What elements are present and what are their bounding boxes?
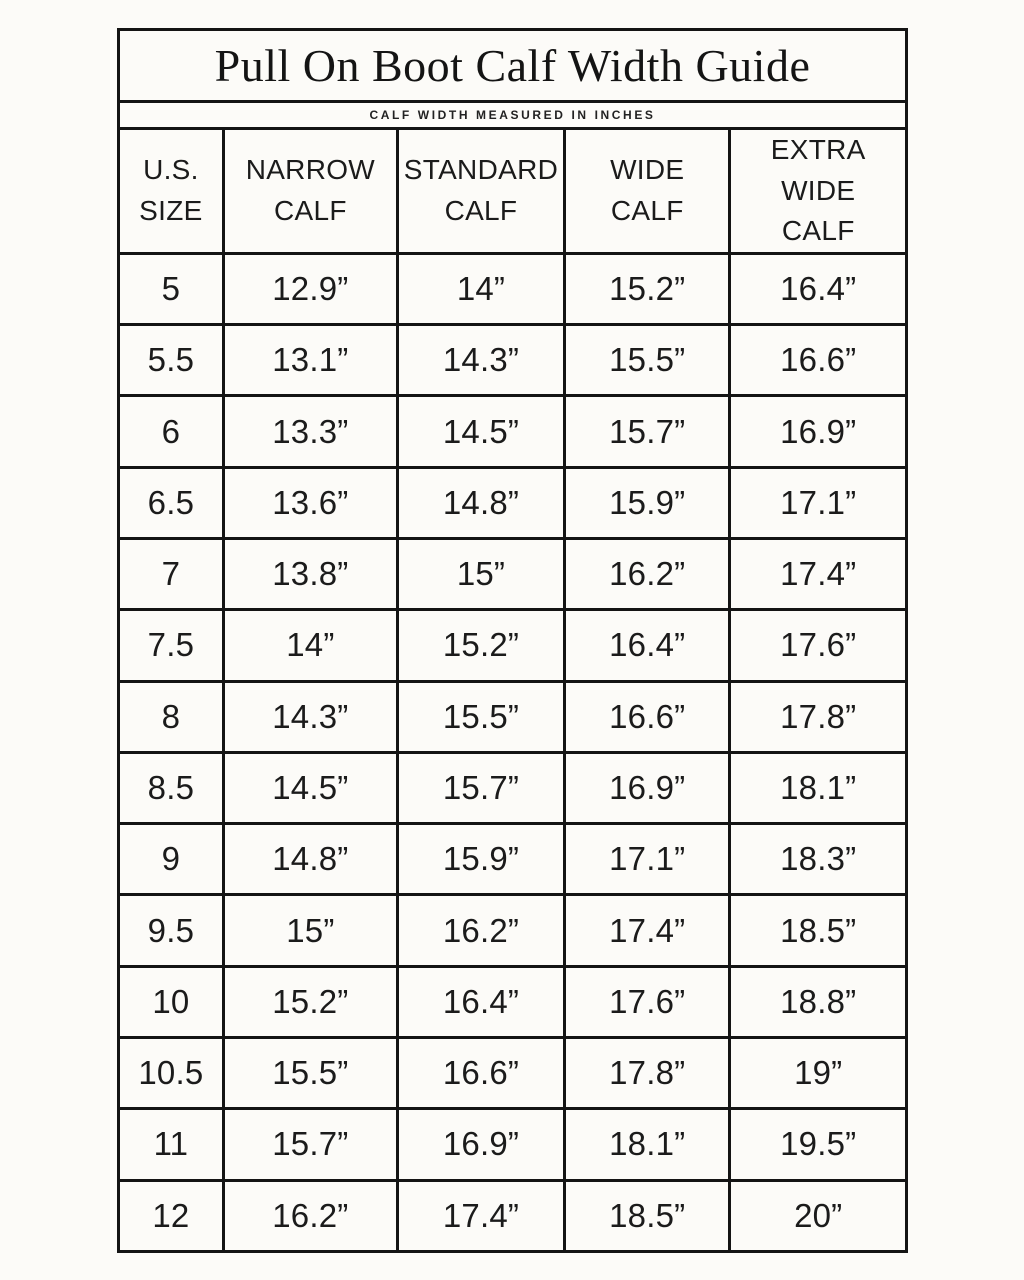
us-size-cell: 9.5 [117,893,225,968]
calf-width-cell: 13.8” [221,536,399,612]
us-size-cell: 5.5 [117,323,225,398]
calf-width-cell: 18.8” [728,964,908,1040]
calf-width-cell: 13.6” [221,465,399,540]
table-row: 9.5 15” 16.2” 17.4” 18.5” [117,893,908,968]
calf-width-cell: 18.3” [728,822,908,897]
calf-width-cell: 15.2” [395,608,566,683]
calf-width-cell: 15.2” [221,964,399,1040]
calf-width-cell: 15.7” [395,750,566,826]
calf-width-cell: 16.4” [562,608,732,683]
calf-width-cell: 17.6” [562,964,732,1040]
calf-width-cell: 19” [728,1036,908,1111]
table-body: 5 12.9” 14” 15.2” 16.4” 5.5 13.1” 14.3” 15.5” 16.… [117,251,908,1254]
column-header-us-size: U.S. SIZE [117,127,225,255]
us-size-cell: 7.5 [117,608,225,683]
table-row: 8.5 14.5” 15.7” 16.9” 18.1” [117,750,908,826]
calf-width-cell: 16.6” [395,1036,566,1111]
calf-width-cell: 14.5” [395,394,566,469]
calf-width-cell: 20” [728,1178,908,1254]
us-size-cell: 5 [117,251,225,327]
calf-width-cell: 17.4” [562,893,732,968]
calf-width-cell: 15.7” [221,1107,399,1182]
us-size-cell: 10 [117,964,225,1040]
calf-width-cell: 14” [221,608,399,683]
us-size-cell: 10.5 [117,1036,225,1111]
us-size-cell: 9 [117,822,225,897]
us-size-cell: 7 [117,536,225,612]
calf-width-cell: 16.9” [395,1107,566,1182]
us-size-cell: 8 [117,679,225,754]
calf-width-cell: 16.4” [395,964,566,1040]
calf-width-cell: 14.8” [221,822,399,897]
calf-width-cell: 17.8” [562,1036,732,1111]
calf-width-cell: 15.9” [562,465,732,540]
subtitle-row: CALF WIDTH MEASURED IN INCHES [117,100,908,130]
us-size-cell: 6 [117,394,225,469]
calf-width-cell: 16.9” [562,750,732,826]
table-row: 12 16.2” 17.4” 18.5” 20” [117,1178,908,1254]
calf-width-cell: 14.3” [221,679,399,754]
calf-width-cell: 15.5” [562,323,732,398]
calf-width-cell: 16.2” [562,536,732,612]
table-row: 6.5 13.6” 14.8” 15.9” 17.1” [117,465,908,540]
calf-width-cell: 14.5” [221,750,399,826]
us-size-cell: 8.5 [117,750,225,826]
calf-width-cell: 17.1” [728,465,908,540]
calf-width-cell: 18.5” [562,1178,732,1254]
calf-width-cell: 14.8” [395,465,566,540]
table-row: 10.5 15.5” 16.6” 17.8” 19” [117,1036,908,1111]
table-row: 11 15.7” 16.9” 18.1” 19.5” [117,1107,908,1182]
calf-width-cell: 19.5” [728,1107,908,1182]
calf-width-cell: 12.9” [221,251,399,327]
column-header-extra-wide-calf: EXTRA WIDE CALF [728,127,908,255]
table-row: 5.5 13.1” 14.3” 15.5” 16.6” [117,323,908,398]
calf-width-cell: 17.6” [728,608,908,683]
us-size-cell: 6.5 [117,465,225,540]
calf-width-cell: 15.9” [395,822,566,897]
table-row: 7 13.8” 15” 16.2” 17.4” [117,536,908,612]
calf-width-cell: 15.2” [562,251,732,327]
calf-width-cell: 15.5” [221,1036,399,1111]
page-title: Pull On Boot Calf Width Guide [117,28,908,103]
calf-width-cell: 13.1” [221,323,399,398]
table-row: 8 14.3” 15.5” 16.6” 17.8” [117,679,908,754]
column-header-narrow-calf: NARROW CALF [221,127,399,255]
column-header-standard-calf: STANDARD CALF [395,127,566,255]
table-header-row: U.S. SIZE NARROW CALF STANDARD CALF WIDE… [117,127,908,255]
table-row: 5 12.9” 14” 15.2” 16.4” [117,251,908,327]
calf-width-cell: 15.5” [395,679,566,754]
calf-width-cell: 15” [395,536,566,612]
calf-width-cell: 16.6” [562,679,732,754]
calf-width-cell: 16.4” [728,251,908,327]
calf-width-cell: 15” [221,893,399,968]
table-row: 10 15.2” 16.4” 17.6” 18.8” [117,964,908,1040]
calf-width-cell: 14” [395,251,566,327]
calf-width-cell: 18.5” [728,893,908,968]
table-row: 9 14.8” 15.9” 17.1” 18.3” [117,822,908,897]
page-subtitle: CALF WIDTH MEASURED IN INCHES [117,100,908,130]
calf-width-cell: 18.1” [728,750,908,826]
calf-width-cell: 15.7” [562,394,732,469]
table-row: 6 13.3” 14.5” 15.7” 16.9” [117,394,908,469]
calf-width-cell: 18.1” [562,1107,732,1182]
calf-width-cell: 13.3” [221,394,399,469]
calf-width-cell: 16.9” [728,394,908,469]
title-row: Pull On Boot Calf Width Guide [117,28,908,103]
calf-width-cell: 14.3” [395,323,566,398]
table-row: 7.5 14” 15.2” 16.4” 17.6” [117,608,908,683]
calf-width-cell: 16.6” [728,323,908,398]
us-size-cell: 12 [117,1178,225,1254]
us-size-cell: 11 [117,1107,225,1182]
calf-width-cell: 16.2” [395,893,566,968]
calf-width-cell: 17.1” [562,822,732,897]
calf-width-cell: 16.2” [221,1178,399,1254]
calf-width-cell: 17.4” [395,1178,566,1254]
calf-width-cell: 17.8” [728,679,908,754]
calf-width-guide-table: Pull On Boot Calf Width Guide CALF WIDTH… [117,28,908,1254]
column-header-wide-calf: WIDE CALF [562,127,732,255]
calf-width-cell: 17.4” [728,536,908,612]
